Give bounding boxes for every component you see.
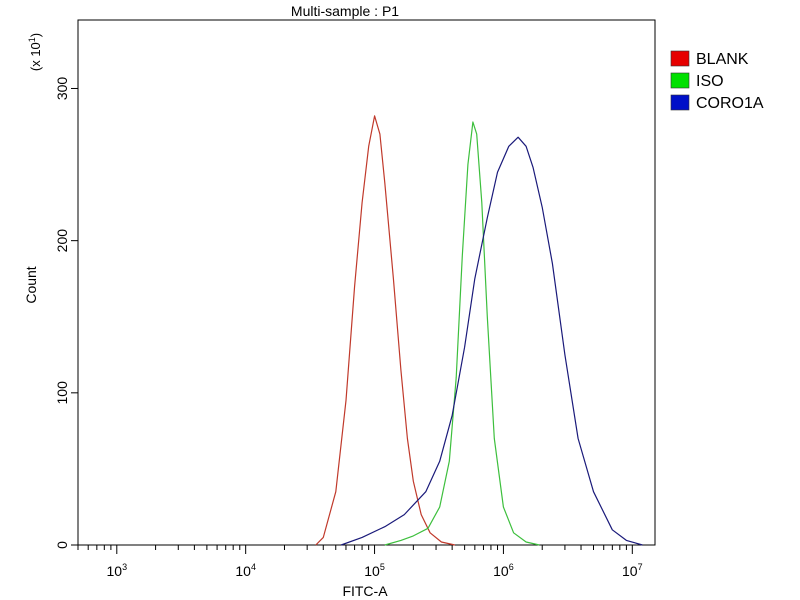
y-tick-label: 300 [54, 77, 70, 101]
legend-swatch [670, 72, 690, 89]
x-axis-label: FITC-A [342, 583, 388, 599]
y-multiplier-label: (x 10 [28, 42, 43, 71]
series-line-blank [315, 115, 456, 546]
y-multiplier: (x 101) [27, 33, 43, 71]
x-tick-label: 106 [493, 562, 514, 579]
svg-text:(x 101): (x 101) [27, 33, 43, 71]
y-axis: 0 100 200 300 [54, 77, 78, 549]
x-tick-label: 107 [622, 562, 643, 579]
y-tick-label: 200 [54, 229, 70, 253]
legend-label: CORO1A [696, 95, 764, 112]
chart-title: Multi-sample : P1 [291, 3, 399, 19]
legend-swatch [670, 50, 690, 67]
legend-swatch [670, 94, 690, 111]
y-multiplier-exponent: 1 [27, 37, 37, 42]
y-tick-label: 0 [54, 541, 70, 549]
legend-label: BLANK [696, 51, 749, 68]
x-tick-label: 104 [235, 562, 256, 579]
x-axis: 103 104 105 106 107 [77, 545, 643, 579]
series-line-iso [384, 121, 540, 546]
legend-label: ISO [696, 73, 724, 90]
legend: BLANK ISO CORO1A [670, 50, 764, 112]
series-layer [315, 115, 643, 546]
plot-frame [77, 19, 656, 546]
series-line-coro1a [340, 136, 643, 546]
y-tick-label: 100 [54, 381, 70, 405]
x-tick-label: 103 [106, 562, 127, 579]
x-tick-label: 105 [364, 562, 385, 579]
y-axis-label: Count [23, 266, 39, 303]
